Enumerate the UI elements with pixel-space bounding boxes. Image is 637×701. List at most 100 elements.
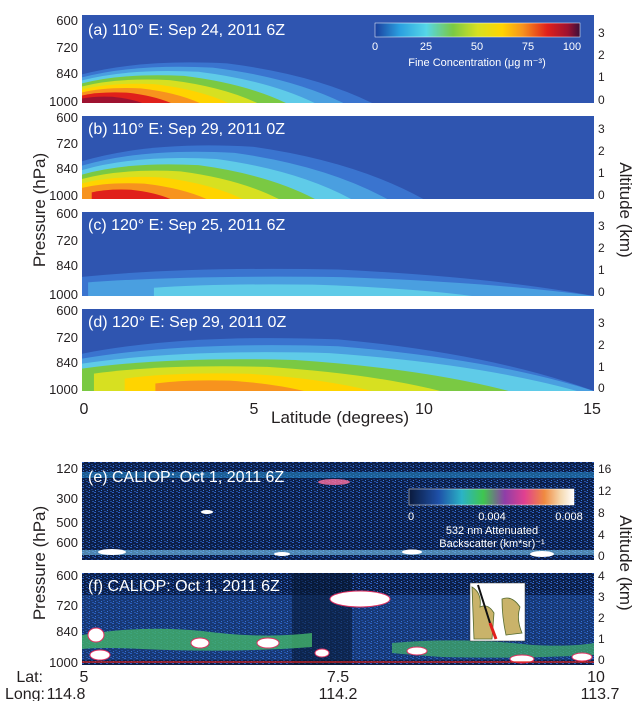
panel-e-title: (e) CALIOP: Oct 1, 2011 6Z	[88, 469, 284, 486]
altitude-tick: 0	[598, 93, 605, 107]
panel-f-cloud	[571, 652, 593, 662]
altitude-tick: 4	[598, 528, 605, 542]
latitude-tick: 15	[583, 401, 601, 418]
bottom-pressure-ticks: 120 300 500 600 600 720 840 1000	[49, 461, 78, 670]
panel-f-cloud	[329, 590, 391, 608]
latitude-tick: 5	[250, 401, 259, 418]
panel-a-title: (a) 110° E: Sep 24, 2011 6Z	[88, 22, 285, 39]
map-inset-track	[477, 584, 491, 624]
caliop-colorbar: 0 0.004 0.008 532 nm Attenuated Backscat…	[408, 488, 583, 550]
altitude-tick: 2	[598, 338, 605, 352]
altitude-tick: 8	[598, 506, 605, 520]
panel-f-title: (f) CALIOP: Oct 1, 2011 6Z	[88, 578, 280, 595]
altitude-tick: 0	[598, 653, 605, 667]
panel-f-cloud	[406, 646, 428, 656]
lat-tick: 5	[80, 669, 89, 686]
pressure-tick: 1000	[49, 382, 78, 397]
bottom-altitude-ticks: 16 12 8 4 0 4 3 2 1 0	[598, 462, 612, 667]
map-inset-track-highlight	[488, 622, 498, 640]
map-inset-land	[501, 597, 523, 636]
lat-long-axis: Lat: Long: 5 7.5 10 114.8 114.2 113.7	[5, 669, 620, 701]
panel-c: (c) 120° E: Sep 25, 2011 6Z	[82, 212, 594, 296]
panel-e-cloud	[530, 551, 554, 557]
panel-a: (a) 110° E: Sep 24, 2011 6Z 0 25 50 75 1…	[82, 15, 594, 103]
panel-d: (d) 120° E: Sep 29, 2011 0Z	[82, 309, 594, 391]
pressure-tick: 840	[56, 355, 78, 370]
pressure-tick: 840	[56, 66, 78, 81]
altitude-tick: 3	[598, 219, 605, 233]
pressure-tick: 720	[56, 40, 78, 55]
pressure-tick: 1000	[49, 94, 78, 109]
altitude-tick: 4	[598, 569, 605, 583]
panel-c-plume	[82, 268, 594, 296]
pressure-tick: 600	[56, 568, 78, 583]
altitude-tick: 3	[598, 122, 605, 136]
top-pressure-axis-label: Pressure (hPa)	[30, 153, 49, 267]
map-inset-land	[471, 586, 495, 640]
plume-contour-band	[155, 380, 304, 391]
altitude-tick: 2	[598, 611, 605, 625]
lat-label: Lat:	[16, 669, 43, 686]
panel-e-cloud	[98, 549, 126, 555]
long-tick: 114.8	[47, 686, 86, 701]
altitude-tick: 2	[598, 48, 605, 62]
colorbar-tick: 50	[471, 41, 483, 53]
pressure-tick: 300	[56, 491, 78, 506]
panel-f-aerosol-layer	[392, 640, 594, 658]
pressure-tick: 600	[56, 13, 78, 28]
pressure-tick: 720	[56, 233, 78, 248]
colorbar-tick: 0.004	[478, 511, 506, 523]
colorbar-tick: 75	[522, 41, 534, 53]
bottom-altitude-axis-label: Altitude (km)	[616, 515, 635, 610]
plume-contour-band	[153, 284, 473, 296]
pressure-tick: 600	[56, 206, 78, 221]
panel-f-cloud	[190, 637, 210, 649]
panel-f-clouds	[87, 590, 593, 664]
long-tick: 114.2	[319, 686, 358, 701]
panel-e-surface-layer	[82, 550, 594, 555]
top-pressure-ticks: 600 720 840 1000 600 720 840 1000 600 72…	[49, 13, 78, 397]
colorbar-tick: 25	[420, 41, 432, 53]
top-altitude-ticks: 3 2 1 0 3 2 1 0 3 2 1 0 3 2 1 0	[598, 26, 605, 395]
colorbar-tick: 100	[563, 41, 581, 53]
panel-b-plume	[82, 145, 424, 199]
panel-f-cloud	[509, 654, 535, 664]
pressure-tick: 840	[56, 258, 78, 273]
panel-d-title: (d) 120° E: Sep 29, 2011 0Z	[88, 314, 286, 331]
panel-e-cloud	[318, 479, 350, 485]
altitude-tick: 0	[598, 381, 605, 395]
panel-f-cloud	[256, 637, 280, 649]
panel-e-cloud	[402, 549, 422, 555]
altitude-tick: 3	[598, 26, 605, 40]
pressure-tick: 1000	[49, 188, 78, 203]
colorbar-label-line2: Backscatter (km*sr)⁻¹	[439, 538, 545, 550]
long-label: Long:	[5, 686, 45, 701]
altitude-tick: 0	[598, 188, 605, 202]
latitude-x-ticks: 0 5 10 15	[80, 401, 601, 418]
altitude-tick: 0	[598, 285, 605, 299]
pressure-tick: 720	[56, 598, 78, 613]
pressure-tick: 600	[56, 303, 78, 318]
pressure-tick: 720	[56, 330, 78, 345]
bottom-pressure-axis-label: Pressure (hPa)	[30, 506, 49, 620]
panel-e-background	[82, 462, 594, 560]
altitude-tick: 1	[598, 263, 605, 277]
panel-e-upper-layer	[82, 472, 594, 478]
colorbar-tick: 0.008	[555, 511, 583, 523]
plume-contour-band	[91, 189, 171, 199]
pressure-tick: 500	[56, 515, 78, 530]
panel-d-plume	[82, 338, 594, 391]
colorbar-tick: 0	[372, 41, 378, 53]
long-tick: 113.7	[581, 686, 620, 701]
pressure-tick: 1000	[49, 655, 78, 670]
pressure-tick: 600	[56, 535, 78, 550]
altitude-tick: 16	[598, 462, 612, 476]
fine-colorbar: 0 25 50 75 100 Fine Concentration (μg m⁻…	[372, 22, 581, 69]
panel-b-title: (b) 110° E: Sep 29, 2011 0Z	[88, 121, 285, 138]
pressure-tick: 840	[56, 161, 78, 176]
pressure-tick: 720	[56, 136, 78, 151]
lat-tick: 7.5	[327, 669, 349, 686]
altitude-tick: 1	[598, 360, 605, 374]
altitude-tick: 1	[598, 166, 605, 180]
